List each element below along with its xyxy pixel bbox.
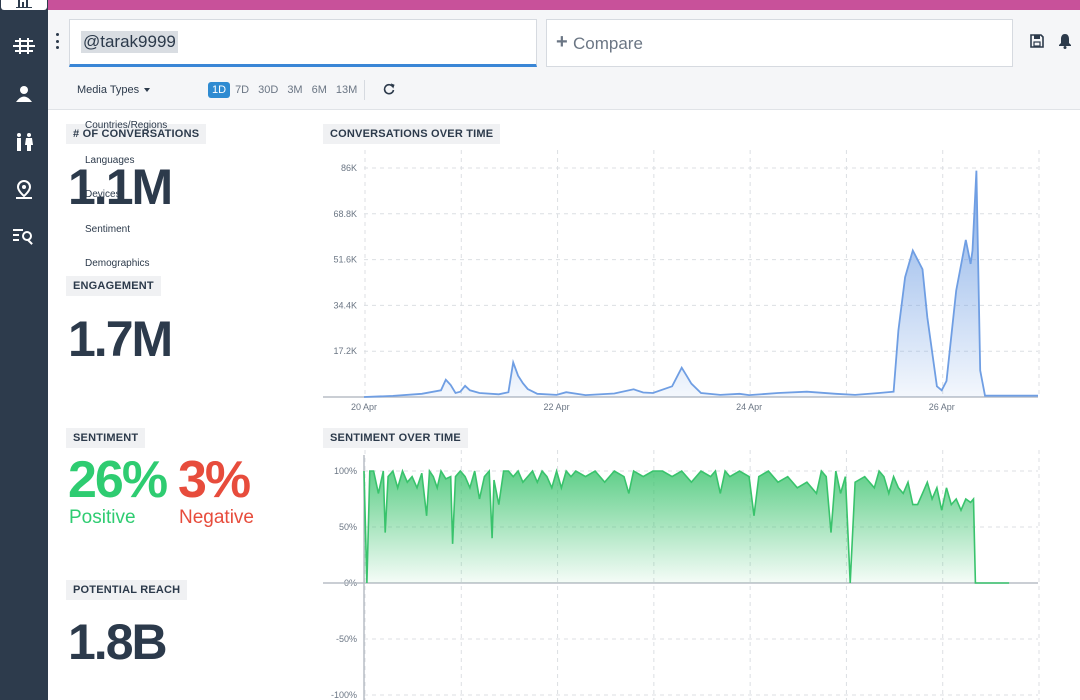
menu-item-devices[interactable]: Devices [85,189,121,200]
people-icon [17,133,33,151]
menu-item-languages[interactable]: Languages [85,155,135,166]
sidebar-item-audience[interactable] [0,74,48,114]
conversations-chart-title: CONVERSATIONS OVER TIME [323,124,501,144]
sentiment-label: SENTIMENT [66,428,146,448]
query-input[interactable]: @tarak9999 [69,19,537,67]
conversations-label: # OF CONVERSATIONS [66,124,207,144]
conversations-chart: 86K 68.8K 51.6K 34.4K 17.2K 20 Apr 22 Apr 24 Ap… [323,150,1040,412]
conversations-area [364,170,1038,397]
y-tick-label: 100% [334,466,357,476]
sentiment-line [363,468,1010,584]
negative-value: 3% [178,451,251,509]
sidebar-item-demographics[interactable] [0,122,48,162]
media-types-dropdown[interactable]: Media Types [77,84,151,96]
y-tick-label: 86K [341,163,357,173]
header: @tarak9999 + Compare [48,10,1080,68]
user-icon [16,86,32,102]
sidebar-item-locations[interactable] [0,170,48,210]
x-tick-label: 26 Apr [929,402,955,412]
refresh-icon[interactable] [383,83,395,95]
range-3m[interactable]: 3M [287,84,303,96]
reach-label: POTENTIAL REACH [66,580,188,600]
range-13m[interactable]: 13M [335,84,358,96]
bell-icon[interactable] [1058,33,1072,49]
conversations-value: 1.1M [68,159,173,215]
list-search-icon [13,229,33,245]
y-tick-label: 51.6K [333,255,357,265]
map-pin-icon [16,180,32,199]
menu-item-demographics[interactable]: Demographics [85,258,150,269]
conversations-line [363,170,1038,398]
reach-value: 1.8B [68,614,168,670]
sentiment-area [364,471,1010,583]
menu-item-sentiment[interactable]: Sentiment [85,224,131,235]
sidebar [0,0,48,700]
accent-topbar [48,0,1080,10]
sentiment-chart: 100%50%0%-50%-100% [323,450,1040,700]
query-value: @tarak9999 [81,31,178,53]
engagement-label: ENGAGEMENT [66,276,161,296]
range-1d[interactable]: 1D [208,82,231,98]
plus-icon: + [556,31,568,53]
engagement-value: 1.7M [68,311,173,367]
streams-icon [13,38,35,54]
compare-input[interactable]: + Compare [546,19,1013,67]
positive-value: 26% [68,451,168,509]
sidebar-item-dashboard[interactable] [1,0,47,10]
y-tick-label: -100% [331,690,357,700]
filter-bar: Media Types 1D 7D 30D 3M 6M 13M [48,68,1080,110]
menu-item-countries[interactable]: Countries/Regions [85,120,168,131]
y-tick-label: -50% [336,634,357,644]
sidebar-item-search[interactable] [0,216,48,256]
y-tick-label: 17.2K [333,346,357,356]
range-6m[interactable]: 6M [311,84,327,96]
negative-label: Negative [179,507,254,528]
caret-down-icon [144,88,151,93]
sentiment-chart-title: SENTIMENT OVER TIME [323,428,468,448]
sidebar-item-streams[interactable] [0,26,48,66]
filter-divider [364,80,365,100]
more-menu-icon[interactable] [55,33,59,49]
positive-label: Positive [69,507,136,528]
range-7d[interactable]: 7D [235,84,250,96]
y-tick-label: 50% [339,522,357,532]
save-icon[interactable] [1030,34,1044,48]
x-tick-label: 24 Apr [736,402,762,412]
x-tick-label: 22 Apr [544,402,570,412]
y-tick-label: 34.4K [333,300,357,310]
bar-chart-icon [16,0,32,8]
compare-label: Compare [573,34,643,53]
y-tick-label: 68.8K [333,209,357,219]
range-selector: 1D 7D 30D 3M 6M 13M [208,82,362,98]
range-30d[interactable]: 30D [258,84,279,96]
x-tick-label: 20 Apr [351,402,377,412]
media-types-label: Media Types [77,84,140,96]
